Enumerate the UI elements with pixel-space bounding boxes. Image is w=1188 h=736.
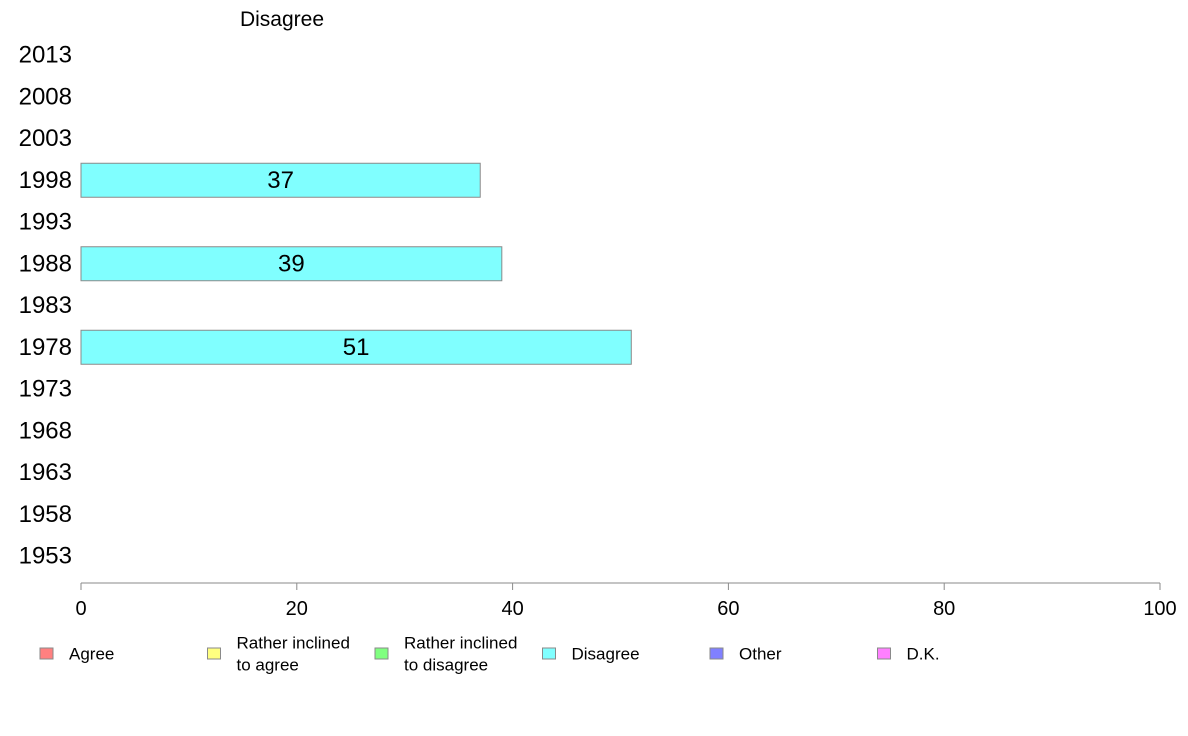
legend-label: to disagree	[404, 656, 488, 675]
x-tick-label: 100	[1143, 598, 1176, 620]
legend-label: Disagree	[572, 645, 640, 664]
x-tick-label: 40	[501, 598, 523, 620]
legend-label: D.K.	[907, 645, 940, 664]
legend-label: Other	[739, 645, 782, 664]
legend-swatch	[207, 647, 221, 660]
year-label: 2013	[19, 42, 72, 69]
bar-value-label: 39	[278, 250, 305, 277]
year-label: 1983	[19, 292, 72, 319]
x-tick-label: 60	[717, 598, 739, 620]
year-label: 1993	[19, 209, 72, 236]
chart-title: Disagree	[240, 8, 324, 31]
year-label: 1988	[19, 250, 72, 277]
bar	[80, 246, 503, 282]
x-tick-label: 80	[933, 598, 955, 620]
legend-swatch	[542, 647, 556, 660]
x-tick-label: 20	[286, 598, 308, 620]
bar-value-label: 51	[343, 334, 370, 361]
bars: 37 39 51	[80, 162, 632, 365]
legend-label: Agree	[69, 645, 114, 664]
x-tick-label: 0	[75, 598, 86, 620]
year-label: 1998	[19, 167, 72, 194]
year-label: 1953	[19, 543, 72, 570]
legend: Agree Rather inclined to agree Rather incli…	[39, 634, 940, 675]
year-label: 2008	[19, 83, 72, 110]
year-label: 1978	[19, 334, 72, 361]
legend-label: Rather inclined	[404, 634, 517, 653]
year-label: 1958	[19, 501, 72, 528]
legend-label: to agree	[237, 656, 299, 675]
year-label: 1968	[19, 417, 72, 444]
legend-swatch	[709, 647, 724, 660]
bar-value-label: 37	[267, 167, 294, 194]
year-label: 1963	[19, 459, 72, 486]
bar	[80, 162, 481, 198]
year-label: 1973	[19, 376, 72, 403]
x-axis: 0 20 40 60 80 100	[75, 582, 1177, 620]
bar	[80, 329, 632, 365]
legend-swatch	[877, 647, 891, 660]
legend-swatch	[39, 647, 54, 660]
legend-label: Rather inclined	[237, 634, 350, 653]
legend-swatch	[374, 647, 389, 660]
year-axis: 2013 2008 2003 1998 1993 1988 1983 1978 1973 1968…	[19, 42, 72, 570]
year-label: 2003	[19, 125, 72, 152]
